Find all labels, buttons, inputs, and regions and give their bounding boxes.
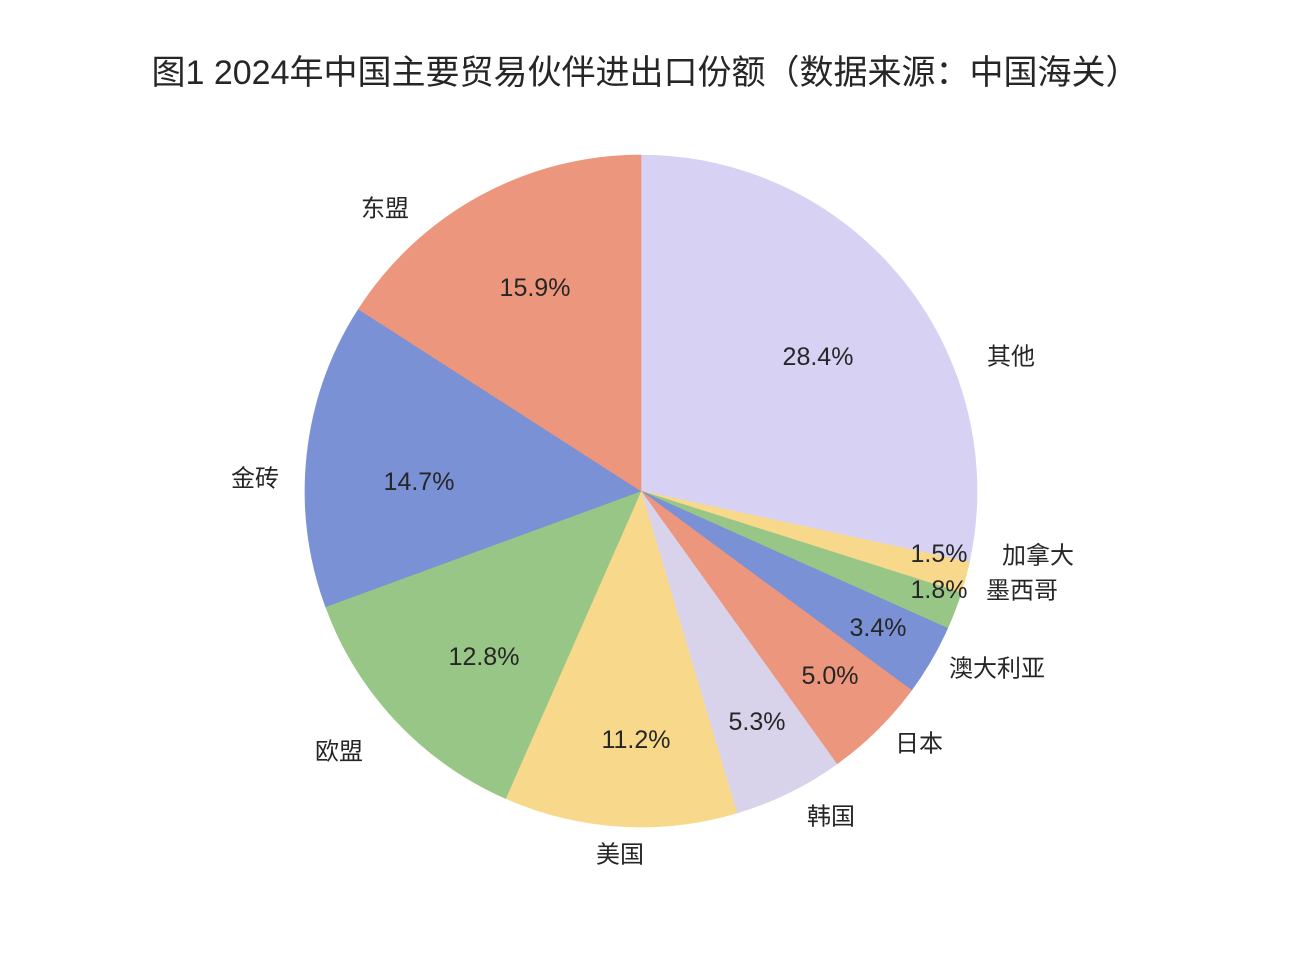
- pie-name-label-australia: 澳大利亚: [949, 656, 1045, 683]
- pie-pct-label-south-korea: 5.3%: [729, 708, 786, 736]
- pie-pct-label-usa: 11.2%: [601, 726, 670, 754]
- pie-slice-eu: [325, 490, 642, 799]
- pie-name-label-other: 其他: [987, 344, 1035, 371]
- pie-name-label-usa: 美国: [596, 842, 644, 869]
- pie-name-label-asean: 东盟: [361, 196, 409, 223]
- pie-pct-label-mexico: 1.8%: [911, 576, 968, 604]
- pie-name-label-canada: 加拿大: [1002, 543, 1074, 570]
- chart-title: 图1 2024年中国主要贸易伙伴进出口份额（数据来源：中国海关）: [151, 54, 1140, 92]
- pie-pct-label-australia: 3.4%: [850, 614, 907, 642]
- pie-slice-usa: [505, 490, 738, 828]
- pie-pct-label-japan: 5.0%: [802, 662, 859, 690]
- pie-name-label-mexico: 墨西哥: [986, 578, 1058, 605]
- pie-name-label-brics: 金砖: [231, 466, 279, 493]
- pie-name-label-south-korea: 韩国: [807, 804, 855, 831]
- pie-slice-brics: [304, 308, 642, 608]
- pie-name-label-eu: 欧盟: [315, 739, 363, 766]
- pie-pct-label-brics: 14.7%: [384, 468, 455, 496]
- pie-slice-asean: [358, 154, 642, 492]
- pie-pct-label-asean: 15.9%: [500, 274, 571, 302]
- pie-name-label-japan: 日本: [895, 731, 943, 758]
- pie-pct-label-canada: 1.5%: [911, 540, 968, 568]
- pie-slice-other: [640, 154, 978, 563]
- pie-pct-label-eu: 12.8%: [449, 643, 520, 671]
- pie-pct-label-other: 28.4%: [783, 343, 854, 371]
